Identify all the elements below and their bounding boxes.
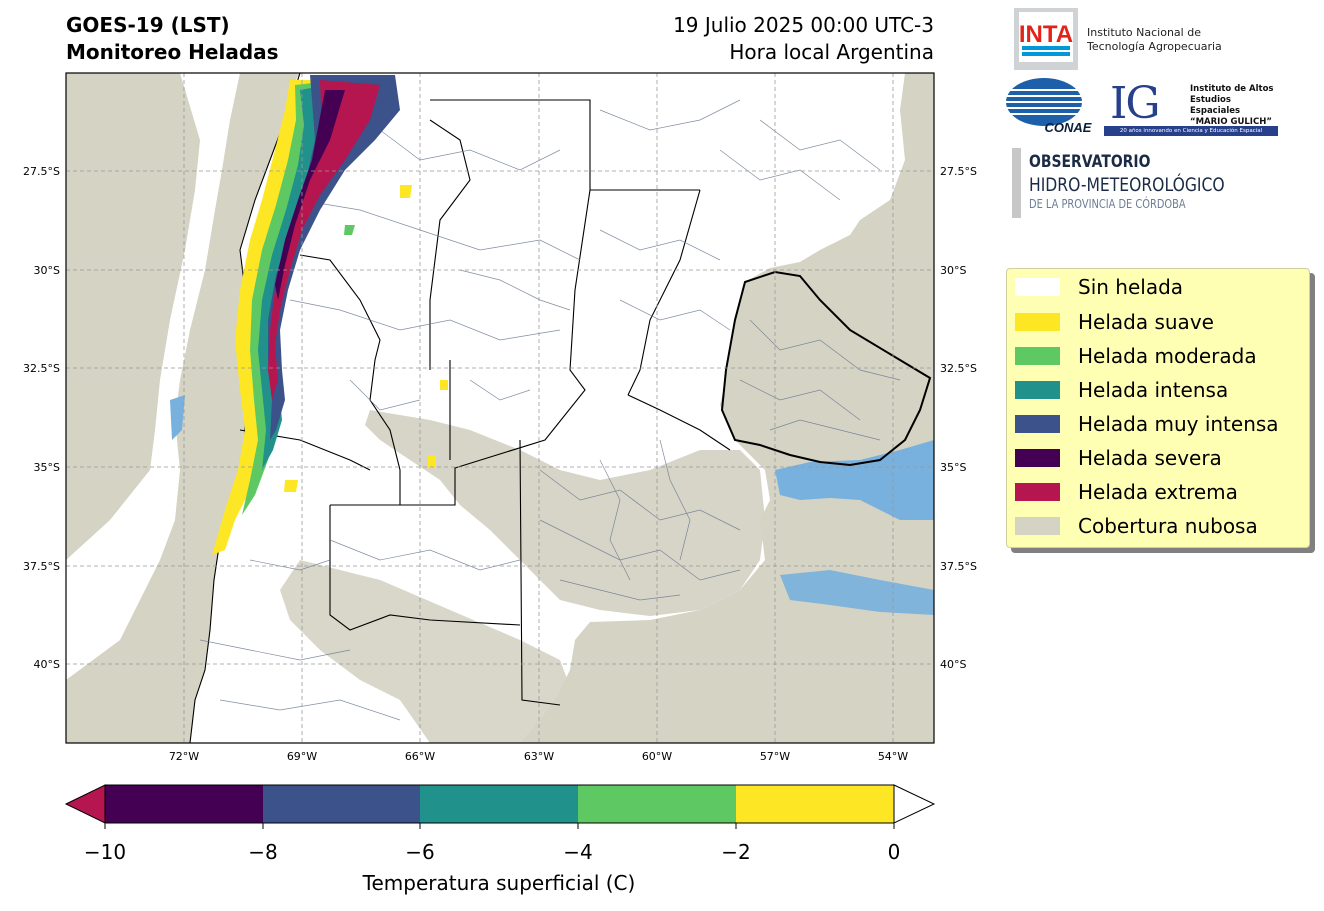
- lon-label: 72°W: [169, 750, 199, 763]
- frost-band: [212, 75, 448, 555]
- atlantic-water: [780, 570, 934, 615]
- ig-text-line: Instituto de Altos: [1190, 84, 1274, 94]
- chile-lakes: [170, 395, 185, 440]
- legend-swatch: [1015, 483, 1060, 501]
- legend-label: Helada intensa: [1078, 378, 1229, 402]
- lat-labels-right: 27.5°S 30°S 32.5°S 35°S 37.5°S 40°S: [940, 165, 977, 671]
- colorbar-under-arrow: [64, 784, 106, 824]
- colorbar-tick-label: −4: [563, 840, 592, 864]
- map-frame: [65, 72, 935, 744]
- ig-text-line: Estudios Espaciales: [1190, 95, 1241, 116]
- colorbar-over-arrow: [893, 784, 936, 824]
- lon-labels: 72°W 69°W 66°W 63°W 60°W 57°W 54°W: [169, 750, 908, 763]
- lat-label: 32.5°S: [23, 362, 60, 375]
- colorbar-segment: [736, 785, 894, 823]
- title-line-1: GOES-19 (LST): [66, 13, 230, 37]
- lat-labels-left: 27.5°S 30°S 32.5°S 35°S 37.5°S 40°S: [23, 165, 60, 671]
- map-title: GOES-19 (LST) Monitoreo Heladas: [66, 12, 279, 66]
- lat-label: 40°S: [34, 658, 60, 671]
- colorbar: −10 −8 −6 −4 −2 0 Temperatura superficia…: [64, 784, 936, 895]
- colorbar-label: Temperatura superficial (C): [362, 871, 636, 895]
- lat-label: 27.5°S: [940, 165, 977, 178]
- observatorio-line-1: OBSERVATORIO: [1029, 152, 1151, 172]
- lon-label: 60°W: [642, 750, 672, 763]
- conae-text: CONAE: [1045, 120, 1092, 134]
- legend-label: Helada muy intensa: [1078, 412, 1279, 436]
- inta-name: Instituto Nacional de Tecnología Agropec…: [1087, 26, 1222, 54]
- lat-label: 37.5°S: [940, 560, 977, 573]
- lon-label: 66°W: [405, 750, 435, 763]
- legend: Sin helada Helada suave Helada moderada …: [1006, 268, 1310, 548]
- lat-label: 30°S: [34, 264, 60, 277]
- ig-footer: 20 años innovando en Ciencia y Educación…: [1104, 126, 1278, 136]
- conae-logo: CONAE: [1004, 76, 1092, 138]
- rio-de-la-plata: [775, 440, 934, 520]
- lat-label: 35°S: [940, 461, 966, 474]
- date-line-2: Hora local Argentina: [729, 40, 934, 64]
- lon-label: 57°W: [760, 750, 790, 763]
- lat-label: 35°S: [34, 461, 60, 474]
- legend-swatch: [1015, 449, 1060, 467]
- colorbar-segment: [263, 785, 420, 823]
- lat-label: 37.5°S: [23, 560, 60, 573]
- legend-label: Cobertura nubosa: [1078, 514, 1258, 538]
- graticule: [66, 73, 934, 743]
- legend-swatch: [1015, 313, 1060, 331]
- lat-label: 32.5°S: [940, 362, 977, 375]
- pampa-cloud-band: [365, 410, 765, 616]
- colorbar-tick-label: −2: [721, 840, 750, 864]
- lat-label: 30°S: [940, 264, 966, 277]
- legend-label: Helada severa: [1078, 446, 1222, 470]
- lon-label: 69°W: [287, 750, 317, 763]
- ig-text: Instituto de Altos Estudios Espaciales “…: [1190, 84, 1278, 128]
- colorbar-segment: [420, 785, 578, 823]
- lat-label: 27.5°S: [23, 165, 60, 178]
- legend-label: Helada extrema: [1078, 480, 1238, 504]
- observatorio-bar: [1012, 148, 1021, 218]
- ig-logo: IG Instituto de Altos Estudios Espaciale…: [1104, 76, 1278, 136]
- date-line-1: 19 Julio 2025 00:00 UTC-3: [673, 13, 934, 37]
- inta-badge-text: INTA: [1019, 21, 1073, 48]
- map-date: 19 Julio 2025 00:00 UTC-3 Hora local Arg…: [673, 12, 934, 66]
- lon-label: 63°W: [524, 750, 554, 763]
- ig-text-line: “MARIO GULICH”: [1190, 117, 1272, 127]
- legend-swatch: [1015, 347, 1060, 365]
- chile-clear-strip: [66, 73, 240, 680]
- inta-logo: INTA: [1014, 8, 1078, 74]
- uruguay-cloud: [722, 272, 930, 465]
- colorbar-tick-label: 0: [888, 840, 901, 864]
- legend-swatch: [1015, 381, 1060, 399]
- legend-swatch: [1015, 517, 1060, 535]
- southern-cloud: [280, 560, 575, 743]
- legend-swatch: [1015, 278, 1060, 296]
- legend-swatch: [1015, 415, 1060, 433]
- colorbar-segment: [578, 785, 736, 823]
- ig-letters: IG: [1110, 78, 1161, 129]
- title-line-2: Monitoreo Heladas: [66, 40, 279, 64]
- colorbar-segment: [105, 785, 263, 823]
- lon-label: 54°W: [878, 750, 908, 763]
- observatorio-line-2: HIDRO-METEOROLÓGICO: [1029, 174, 1225, 196]
- legend-label: Helada moderada: [1078, 344, 1257, 368]
- legend-label: Helada suave: [1078, 310, 1214, 334]
- legend-label: Sin helada: [1078, 275, 1184, 299]
- lat-label: 40°S: [940, 658, 966, 671]
- colorbar-tick-label: −6: [405, 840, 434, 864]
- inta-text-line: Tecnología Agropecuaria: [1087, 40, 1222, 53]
- observatorio-line-3: DE LA PROVINCIA DE CÓRDOBA: [1029, 197, 1186, 211]
- colorbar-tick-label: −8: [248, 840, 277, 864]
- inta-text-line: Instituto Nacional de: [1087, 26, 1201, 39]
- colorbar-tick-label: −10: [84, 840, 126, 864]
